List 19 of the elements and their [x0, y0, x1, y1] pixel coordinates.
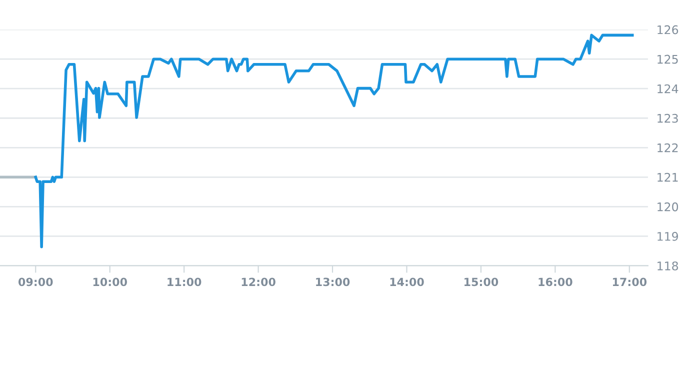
- y-tick-label: 124: [658, 84, 678, 94]
- x-tick-label: 16:00: [538, 278, 572, 286]
- x-tick-label: 17:00: [612, 278, 647, 286]
- line-series: [34, 34, 634, 248]
- y-tick-label: 119: [658, 232, 678, 241]
- x-tick-label: 09:00: [18, 278, 53, 286]
- x-tick-label: 13:00: [316, 278, 350, 286]
- x-tick-label: 12:00: [242, 278, 276, 286]
- x-tick-label: 11:00: [168, 278, 202, 286]
- x-tick-label: 14:00: [390, 278, 424, 286]
- y-tick-label: 120: [658, 202, 678, 212]
- y-tick-label: 126: [658, 25, 678, 34]
- x-tick-label: 10:00: [93, 278, 127, 286]
- y-tick-label: 125: [658, 54, 678, 64]
- y-tick-label: 122: [658, 143, 678, 152]
- y-tick-label: 123: [658, 114, 678, 123]
- y-tick-label: 118: [658, 261, 678, 270]
- x-tick-label: 15:00: [464, 278, 498, 286]
- y-tick-label: 121: [658, 172, 678, 182]
